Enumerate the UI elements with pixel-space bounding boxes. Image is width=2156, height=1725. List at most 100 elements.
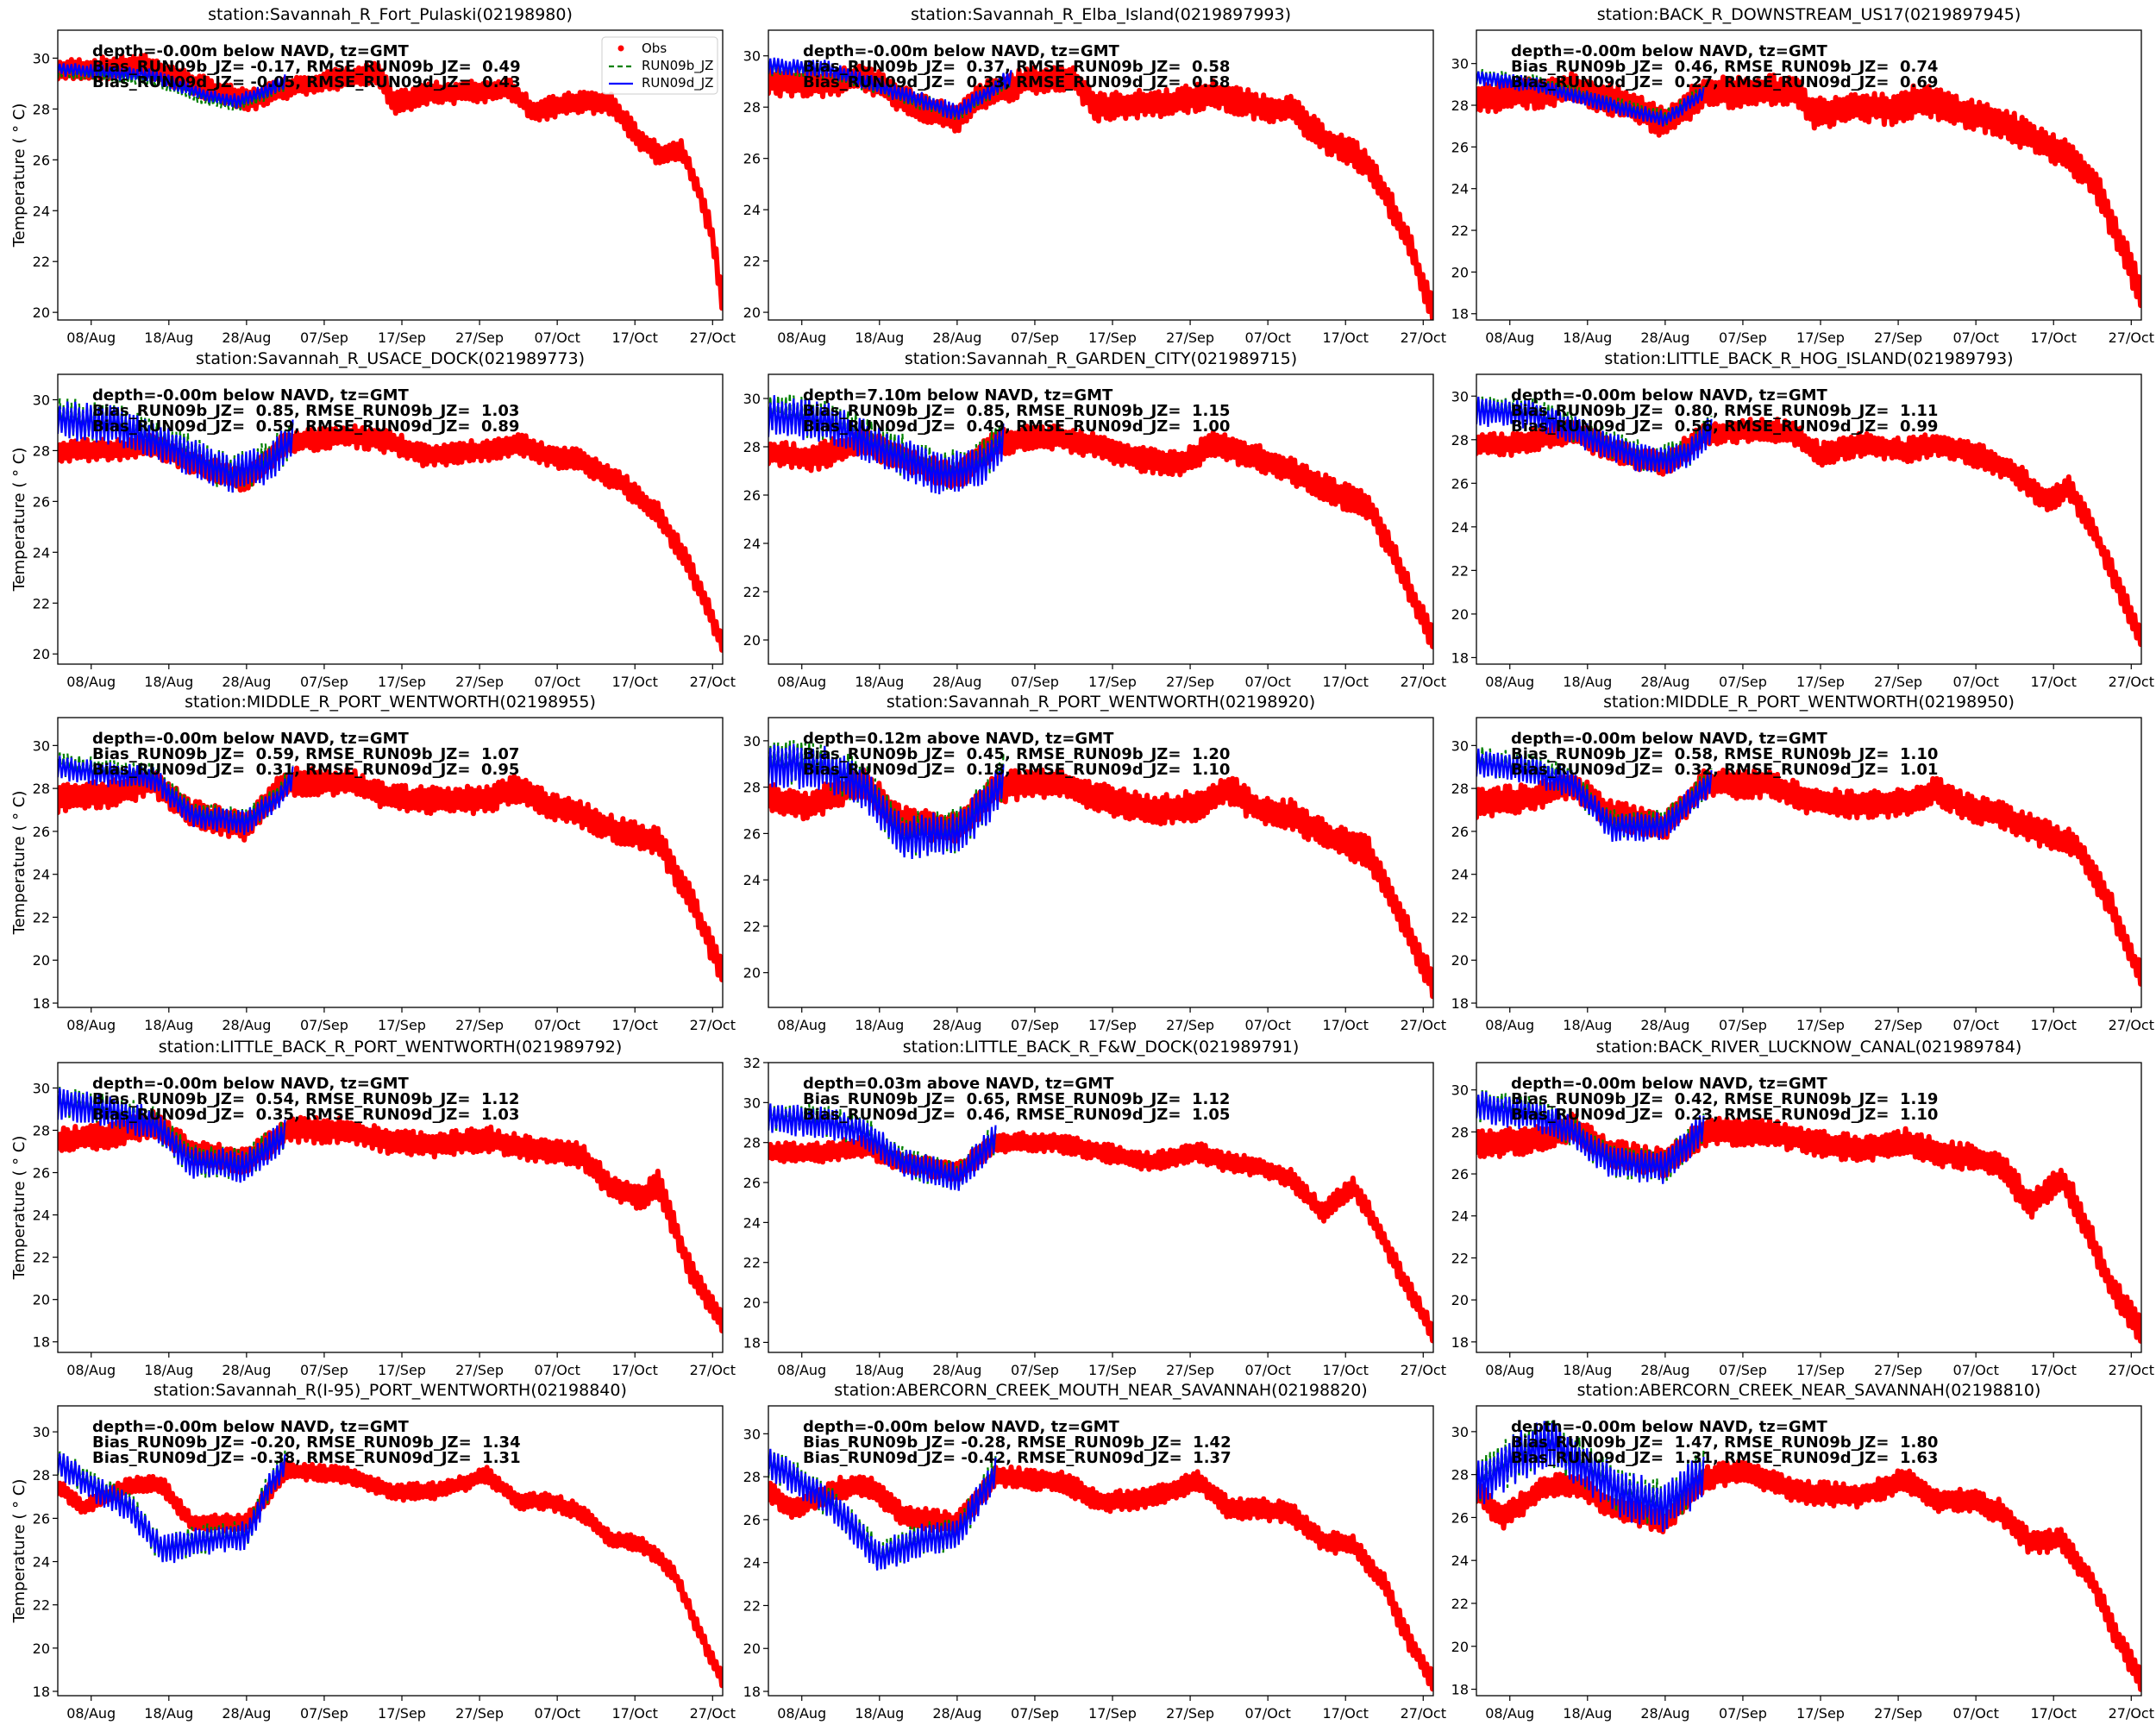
- y-tick-label: 22: [743, 1597, 761, 1614]
- y-tick-label: 28: [743, 99, 761, 116]
- x-tick-label: 18/Aug: [144, 1017, 193, 1033]
- x-tick-label: 17/Oct: [1323, 674, 1369, 690]
- x-tick-label: 17/Oct: [1323, 329, 1369, 346]
- y-tick-label: 30: [33, 392, 50, 408]
- x-tick-label: 27/Oct: [2109, 1017, 2154, 1033]
- x-tick-label: 17/Sep: [1796, 1362, 1845, 1378]
- panel-title: station:Savannah_R_Fort_Pulaski(02198980…: [208, 5, 573, 24]
- run09d-series: [1476, 1091, 1705, 1184]
- x-tick-label: 07/Sep: [300, 1017, 348, 1033]
- x-tick-label: 08/Aug: [777, 674, 826, 690]
- x-tick-label: 08/Aug: [66, 329, 116, 346]
- x-tick-label: 27/Sep: [1874, 1705, 1922, 1722]
- stats-line: Bias_RUN09d_JZ= 0.31, RMSE_RUN09d_JZ= 0.…: [92, 761, 519, 779]
- panel-5: station:Savannah_R_GARDEN_CITY(021989715…: [743, 349, 1446, 690]
- stats-line: Bias_RUN09b_JZ= 0.85, RMSE_RUN09b_JZ= 1.…: [92, 402, 519, 420]
- y-tick-label: 24: [1451, 1208, 1469, 1225]
- y-tick-label: 20: [1451, 952, 1469, 969]
- y-tick-label: 22: [743, 919, 761, 935]
- x-tick-label: 18/Aug: [1563, 329, 1612, 346]
- x-tick-label: 27/Sep: [1874, 674, 1922, 690]
- x-tick-label: 07/Sep: [1719, 1017, 1767, 1033]
- stats-line: depth=-0.00m below NAVD, tz=GMT: [803, 1418, 1120, 1436]
- x-tick-label: 27/Oct: [1401, 1705, 1446, 1722]
- stats-line: Bias_RUN09b_JZ= 0.46, RMSE_RUN09b_JZ= 0.…: [1511, 58, 1938, 76]
- stats-line: Bias_RUN09b_JZ= -0.17, RMSE_RUN09b_JZ= 0…: [92, 58, 521, 76]
- panel-7: station:MIDDLE_R_PORT_WENTWORTH(02198955…: [10, 693, 736, 1033]
- x-tick-label: 17/Sep: [378, 329, 426, 346]
- x-tick-label: 07/Sep: [300, 329, 348, 346]
- axes-frame: [768, 1062, 1434, 1353]
- y-tick-label: 24: [1451, 1552, 1469, 1569]
- stats-line: Bias_RUN09d_JZ= 0.59, RMSE_RUN09d_JZ= 0.…: [92, 417, 519, 436]
- run09d-series: [768, 743, 1005, 859]
- x-tick-label: 07/Oct: [534, 1017, 580, 1033]
- x-tick-label: 18/Aug: [1563, 1017, 1612, 1033]
- x-tick-label: 18/Aug: [1563, 674, 1612, 690]
- y-axis-label: Temperature ( ° C): [10, 448, 28, 593]
- y-tick-label: 30: [743, 391, 761, 407]
- y-tick-label: 28: [1451, 781, 1469, 797]
- panel-title: station:ABERCORN_CREEK_MOUTH_NEAR_SAVANN…: [834, 1381, 1367, 1400]
- obs-series: [58, 423, 723, 653]
- x-tick-label: 28/Aug: [222, 329, 271, 346]
- x-tick-label: 27/Sep: [455, 1705, 504, 1722]
- x-tick-label: 28/Aug: [932, 674, 981, 690]
- x-tick-label: 07/Sep: [1719, 674, 1767, 690]
- y-tick-label: 22: [33, 254, 50, 270]
- x-tick-label: 08/Aug: [777, 329, 826, 346]
- x-tick-label: 27/Oct: [2109, 329, 2154, 346]
- y-tick-label: 24: [743, 1214, 761, 1231]
- y-tick-label: 18: [1451, 1334, 1469, 1351]
- x-tick-label: 07/Sep: [300, 1705, 348, 1722]
- axes-frame: [57, 717, 724, 1008]
- y-tick-label: 30: [1451, 737, 1469, 754]
- stats-line: depth=-0.00m below NAVD, tz=GMT: [92, 1075, 410, 1093]
- y-tick-label: 28: [1451, 432, 1469, 448]
- x-tick-label: 17/Oct: [612, 674, 658, 690]
- obs-series: [768, 1465, 1433, 1692]
- x-tick-label: 17/Sep: [1796, 1705, 1845, 1722]
- axes-frame: [57, 1062, 724, 1353]
- panel-title: station:BACK_R_DOWNSTREAM_US17(021989794…: [1597, 5, 2021, 24]
- x-tick-label: 27/Oct: [1401, 1017, 1446, 1033]
- x-tick-label: 18/Aug: [1563, 1705, 1612, 1722]
- y-tick-label: 30: [33, 1080, 50, 1096]
- x-tick-label: 17/Sep: [1088, 329, 1137, 346]
- stats-line: Bias_RUN09b_JZ= 0.58, RMSE_RUN09b_JZ= 1.…: [1511, 745, 1938, 763]
- x-tick-label: 17/Oct: [612, 1017, 658, 1033]
- axes-frame: [1476, 717, 2142, 1008]
- stats-line: Bias_RUN09b_JZ= 0.65, RMSE_RUN09b_JZ= 1.…: [803, 1090, 1230, 1108]
- axes-frame: [768, 1405, 1434, 1697]
- x-tick-label: 28/Aug: [1640, 329, 1689, 346]
- y-tick-label: 28: [33, 442, 50, 459]
- x-tick-label: 07/Sep: [1011, 1705, 1059, 1722]
- stats-line: depth=-0.00m below NAVD, tz=GMT: [1511, 42, 1828, 60]
- x-tick-label: 18/Aug: [855, 1017, 904, 1033]
- x-tick-label: 08/Aug: [777, 1017, 826, 1033]
- x-tick-label: 18/Aug: [855, 1362, 904, 1378]
- stats-line: depth=-0.00m below NAVD, tz=GMT: [803, 42, 1120, 60]
- stats-line: Bias_RUN09b_JZ= 0.85, RMSE_RUN09b_JZ= 1.…: [803, 402, 1230, 420]
- y-tick-label: 28: [33, 101, 50, 117]
- stats-line: depth=0.12m above NAVD, tz=GMT: [803, 730, 1114, 748]
- y-tick-label: 26: [743, 151, 761, 167]
- stats-line: Bias_RUN09d_JZ= 1.31, RMSE_RUN09d_JZ= 1.…: [1511, 1449, 1938, 1467]
- y-tick-label: 24: [33, 867, 50, 883]
- y-tick-label: 22: [743, 1255, 761, 1271]
- y-tick-label: 20: [743, 632, 761, 649]
- y-tick-label: 24: [33, 203, 50, 219]
- panel-title: station:ABERCORN_CREEK_NEAR_SAVANNAH(021…: [1577, 1381, 2041, 1400]
- x-tick-label: 18/Aug: [1563, 1362, 1612, 1378]
- panel-14: station:ABERCORN_CREEK_MOUTH_NEAR_SAVANN…: [743, 1381, 1446, 1722]
- y-tick-label: 30: [743, 1095, 761, 1111]
- stats-line: Bias_RUN09d_JZ= 0.46, RMSE_RUN09d_JZ= 1.…: [803, 1106, 1230, 1124]
- x-tick-label: 28/Aug: [932, 1705, 981, 1722]
- x-tick-label: 27/Oct: [2109, 674, 2154, 690]
- stats-line: depth=-0.00m below NAVD, tz=GMT: [92, 1418, 410, 1436]
- y-tick-label: 22: [33, 595, 50, 612]
- obs-series: [58, 765, 723, 982]
- x-tick-label: 28/Aug: [932, 1017, 981, 1033]
- y-tick-label: 22: [33, 1250, 50, 1266]
- panel-6: station:LITTLE_BACK_R_HOG_ISLAND(0219897…: [1451, 349, 2154, 690]
